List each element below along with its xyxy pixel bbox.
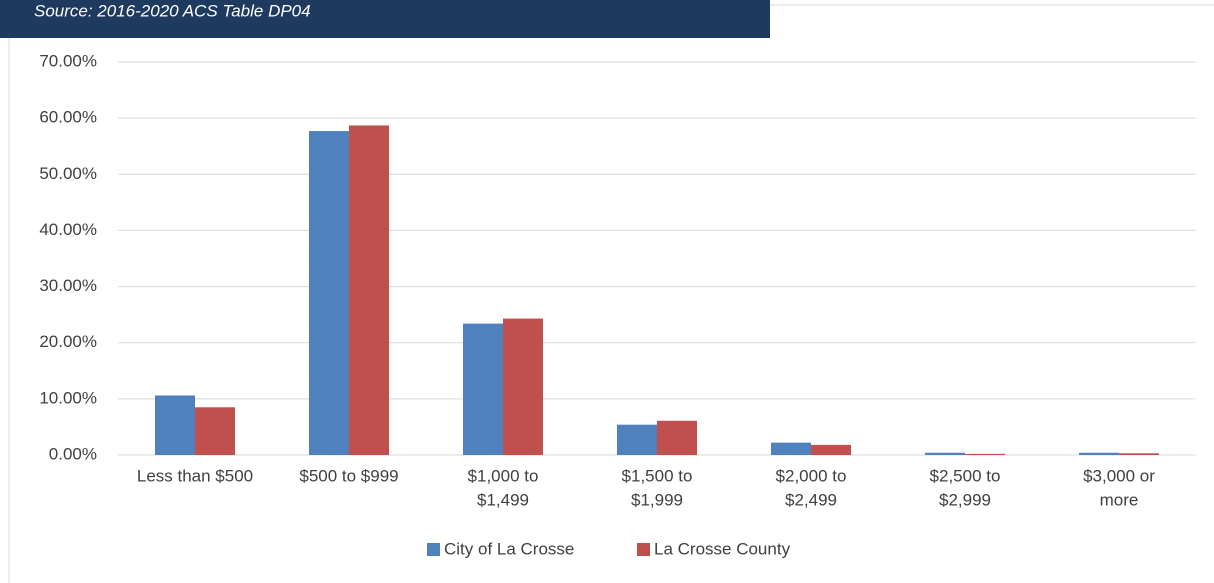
bar: [503, 318, 543, 455]
bar: [657, 420, 697, 455]
bar: [309, 131, 349, 455]
y-tick-label: 50.00%: [39, 164, 97, 183]
y-tick-label: 0.00%: [49, 444, 97, 463]
source-banner: [0, 0, 770, 38]
bar: [771, 442, 811, 455]
bar: [617, 424, 657, 455]
y-tick-label: 40.00%: [39, 220, 97, 239]
legend-swatch: [427, 543, 440, 556]
bar: [155, 395, 195, 455]
bar: [1079, 452, 1119, 455]
x-tick-label: $500 to $999: [299, 466, 398, 485]
legend-label: La Crosse County: [654, 539, 791, 558]
x-tick-label: $2,999: [939, 490, 991, 509]
y-tick-label: 10.00%: [39, 388, 97, 407]
bar: [463, 323, 503, 455]
x-tick-label: $1,000 to: [468, 466, 539, 485]
x-tick-label: $1,499: [477, 490, 529, 509]
bar: [965, 453, 1005, 455]
chart-subtitle: Source: 2016-2020 ACS Table DP04: [34, 1, 311, 20]
y-tick-label: 30.00%: [39, 276, 97, 295]
x-tick-label: $2,499: [785, 490, 837, 509]
x-tick-label: $2,000 to: [776, 466, 847, 485]
x-tick-label: $1,500 to: [622, 466, 693, 485]
y-tick-label: 60.00%: [39, 108, 97, 127]
y-tick-label: 20.00%: [39, 332, 97, 351]
bar: [925, 452, 965, 455]
x-tick-label: more: [1100, 490, 1139, 509]
x-tick-label: $3,000 or: [1083, 466, 1155, 485]
legend-label: City of La Crosse: [444, 539, 574, 558]
x-tick-label: $1,999: [631, 490, 683, 509]
bar: [195, 407, 235, 455]
bar: [811, 444, 851, 455]
bar: [1119, 453, 1159, 455]
x-tick-label: Less than $500: [137, 466, 253, 485]
legend-swatch: [637, 543, 650, 556]
x-tick-label: $2,500 to: [930, 466, 1001, 485]
y-tick-label: 70.00%: [39, 51, 97, 70]
bar: [349, 125, 389, 455]
